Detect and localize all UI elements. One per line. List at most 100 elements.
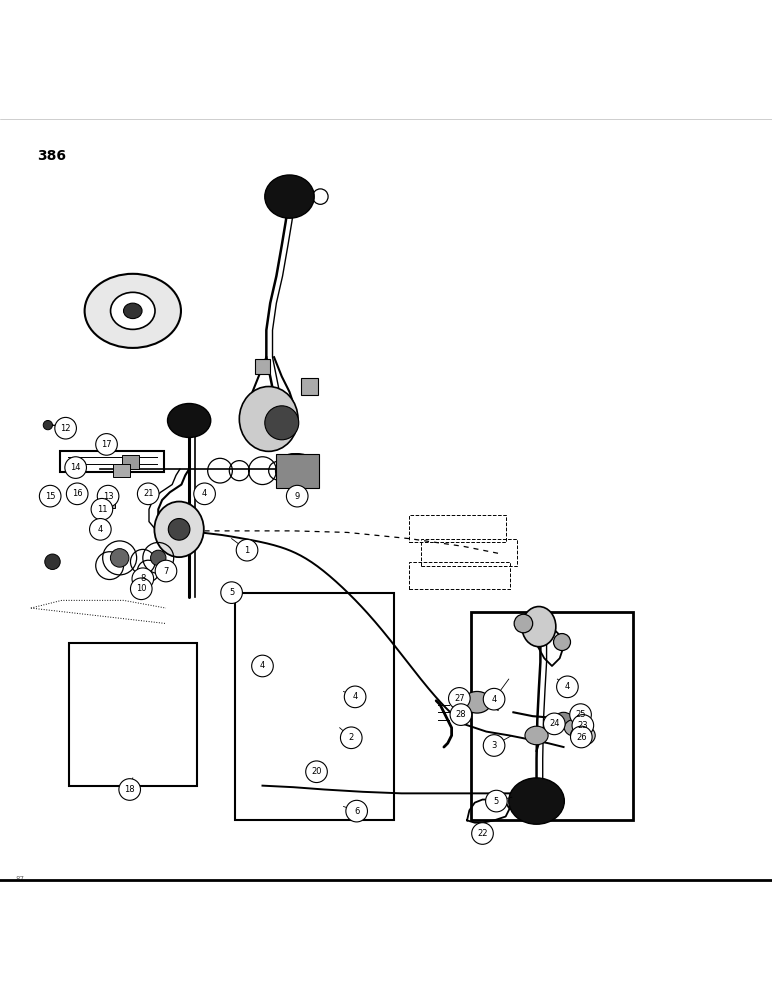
- Text: 5: 5: [494, 797, 499, 806]
- Circle shape: [168, 519, 190, 540]
- Circle shape: [119, 779, 141, 800]
- Bar: [60, 451, 164, 472]
- Circle shape: [43, 420, 52, 430]
- Text: 13: 13: [103, 492, 113, 501]
- Ellipse shape: [554, 712, 573, 728]
- Circle shape: [55, 417, 76, 439]
- Ellipse shape: [522, 607, 556, 647]
- Bar: [301, 378, 318, 395]
- Circle shape: [137, 483, 159, 505]
- Text: 5: 5: [229, 588, 234, 597]
- Circle shape: [450, 704, 472, 725]
- Text: 17: 17: [101, 440, 112, 449]
- Circle shape: [65, 457, 86, 478]
- Bar: [235, 593, 394, 820]
- Circle shape: [306, 761, 327, 783]
- Text: 15: 15: [45, 492, 56, 501]
- Circle shape: [39, 485, 61, 507]
- Bar: [122, 455, 139, 469]
- Circle shape: [45, 554, 60, 569]
- Circle shape: [483, 735, 505, 756]
- Bar: [409, 562, 510, 589]
- Circle shape: [252, 655, 273, 677]
- Circle shape: [486, 790, 507, 812]
- Text: 28: 28: [455, 710, 466, 719]
- Circle shape: [132, 568, 154, 590]
- Bar: [409, 515, 506, 542]
- Text: 6: 6: [354, 807, 359, 816]
- Circle shape: [236, 539, 258, 561]
- Text: 25: 25: [575, 710, 586, 719]
- Text: 24: 24: [549, 719, 560, 728]
- Ellipse shape: [154, 502, 204, 557]
- Ellipse shape: [463, 691, 491, 713]
- Circle shape: [130, 578, 152, 600]
- Circle shape: [483, 688, 505, 710]
- Ellipse shape: [110, 292, 155, 329]
- Ellipse shape: [85, 274, 181, 348]
- Circle shape: [449, 688, 470, 709]
- Text: 21: 21: [143, 489, 154, 498]
- Bar: [255, 359, 270, 374]
- Circle shape: [572, 715, 594, 736]
- Text: 4: 4: [98, 525, 103, 534]
- Circle shape: [90, 519, 111, 540]
- Circle shape: [514, 614, 533, 633]
- Bar: [471, 612, 633, 820]
- Text: 4: 4: [565, 682, 570, 691]
- Circle shape: [472, 823, 493, 844]
- Bar: [421, 539, 517, 566]
- Bar: [276, 454, 319, 488]
- Ellipse shape: [265, 175, 314, 218]
- Text: 4: 4: [353, 692, 357, 701]
- Circle shape: [91, 498, 113, 520]
- Text: 87: 87: [15, 876, 25, 882]
- Circle shape: [571, 726, 592, 748]
- Text: 386: 386: [37, 149, 66, 163]
- Circle shape: [340, 727, 362, 749]
- Circle shape: [110, 549, 129, 567]
- Bar: [113, 464, 130, 477]
- Ellipse shape: [571, 725, 595, 745]
- Ellipse shape: [239, 387, 298, 451]
- Text: 12: 12: [60, 424, 71, 433]
- Text: 7: 7: [164, 567, 168, 576]
- Circle shape: [66, 483, 88, 505]
- Ellipse shape: [124, 303, 142, 319]
- Text: 20: 20: [311, 767, 322, 776]
- Ellipse shape: [509, 778, 564, 824]
- Text: 8: 8: [141, 574, 145, 583]
- Circle shape: [151, 550, 166, 566]
- Circle shape: [286, 485, 308, 507]
- Text: 4: 4: [202, 489, 207, 498]
- Circle shape: [570, 704, 591, 725]
- Circle shape: [221, 582, 242, 603]
- Text: 9: 9: [295, 492, 300, 501]
- Ellipse shape: [276, 454, 319, 488]
- Circle shape: [194, 483, 215, 505]
- Ellipse shape: [168, 403, 211, 437]
- Text: 16: 16: [72, 489, 83, 498]
- Text: 14: 14: [70, 463, 81, 472]
- Bar: [104, 498, 115, 508]
- Text: 11: 11: [96, 505, 107, 514]
- Text: 23: 23: [577, 721, 588, 730]
- Text: 3: 3: [492, 741, 496, 750]
- Circle shape: [554, 634, 571, 651]
- Circle shape: [344, 686, 366, 708]
- Text: 22: 22: [477, 829, 488, 838]
- Circle shape: [97, 485, 119, 507]
- Text: 26: 26: [576, 733, 587, 742]
- Text: 27: 27: [454, 694, 465, 703]
- Text: 18: 18: [124, 785, 135, 794]
- Ellipse shape: [525, 726, 548, 745]
- Text: 2: 2: [349, 733, 354, 742]
- Circle shape: [155, 560, 177, 582]
- Text: 4: 4: [260, 661, 265, 670]
- Text: 1: 1: [245, 546, 249, 555]
- Circle shape: [265, 406, 299, 440]
- Circle shape: [346, 800, 367, 822]
- Text: 10: 10: [136, 584, 147, 593]
- Bar: [69, 643, 197, 786]
- Text: 4: 4: [492, 695, 496, 704]
